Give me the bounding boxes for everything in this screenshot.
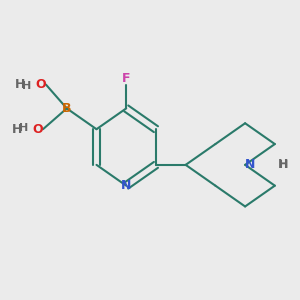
Text: H: H (22, 81, 31, 91)
Text: N: N (121, 179, 131, 192)
Text: N: N (245, 158, 256, 171)
Text: H: H (15, 78, 25, 91)
Text: H: H (12, 123, 22, 136)
Text: F: F (122, 72, 130, 85)
Text: H: H (19, 123, 28, 133)
Text: O: O (32, 123, 43, 136)
Text: B: B (62, 102, 71, 115)
Text: H: H (279, 160, 289, 170)
Text: O: O (35, 78, 46, 91)
Text: H: H (278, 158, 288, 171)
